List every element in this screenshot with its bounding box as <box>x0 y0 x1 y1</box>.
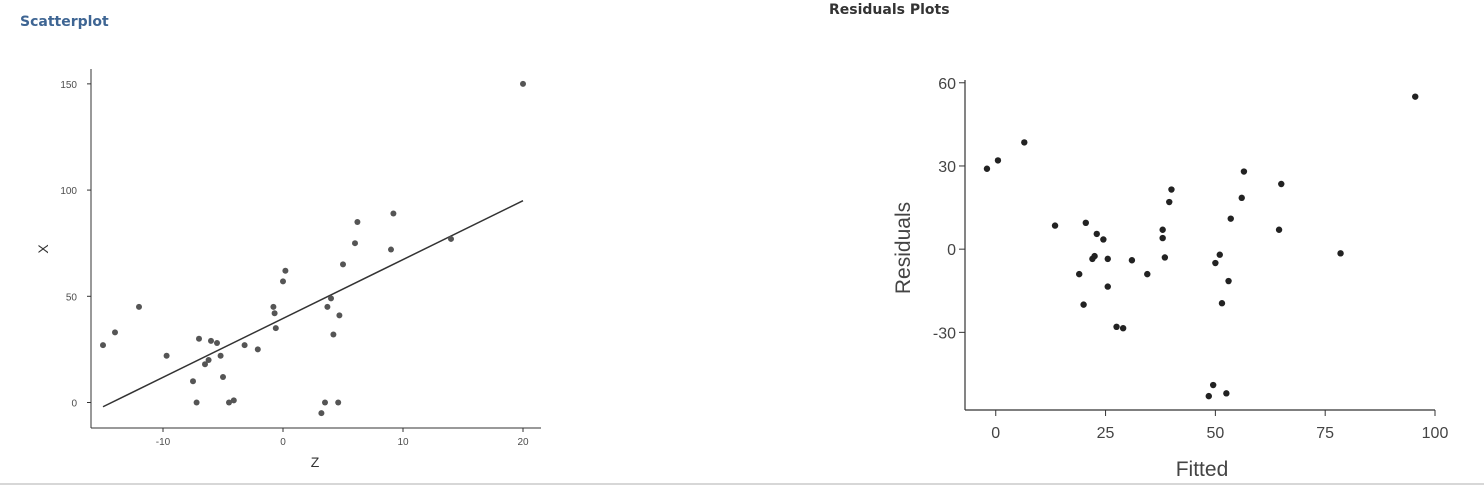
y-tick-label: 60 <box>938 76 956 93</box>
data-point <box>448 235 454 242</box>
x-axis-label: Z <box>311 454 320 470</box>
data-point <box>324 303 331 310</box>
y-tick-label: 50 <box>66 292 78 303</box>
data-point <box>1275 226 1283 233</box>
data-point <box>1209 381 1217 389</box>
data-point <box>1113 323 1120 331</box>
data-point <box>1223 390 1230 397</box>
data-point <box>220 374 226 381</box>
data-point <box>994 157 1002 164</box>
scatterplot-chart: -10 0 10 20 0 50 100 150 Z X <box>35 69 541 470</box>
data-point <box>112 329 118 336</box>
data-point <box>328 295 334 302</box>
data-point <box>271 310 278 317</box>
data-point <box>1128 257 1136 264</box>
data-point <box>214 340 220 347</box>
data-point <box>230 397 237 404</box>
data-point <box>1240 168 1248 175</box>
data-point <box>322 399 328 406</box>
scatterplot-heading: Scatterplot <box>20 14 109 30</box>
x-tick-label: 25 <box>1097 425 1115 442</box>
data-point <box>1076 270 1083 278</box>
data-point <box>388 246 394 253</box>
data-point <box>1278 180 1285 188</box>
data-point <box>1080 301 1087 308</box>
data-point <box>390 210 397 217</box>
data-point <box>163 352 170 359</box>
x-axis-label: Fitted <box>1176 458 1229 481</box>
y-tick-label: 0 <box>71 399 77 410</box>
data-point <box>1225 277 1232 285</box>
data-point <box>193 399 200 406</box>
data-point <box>1161 254 1169 261</box>
data-point <box>190 378 196 385</box>
data-point <box>354 218 361 225</box>
y-tick-label: 30 <box>938 159 956 176</box>
x-tick-label: 75 <box>1316 425 1334 442</box>
y-tick-label: 150 <box>60 80 77 91</box>
y-tick-label: 100 <box>60 186 77 197</box>
data-point <box>336 312 343 319</box>
data-point <box>196 335 202 342</box>
data-point <box>226 399 232 406</box>
y-axis-label: Residuals <box>892 202 915 294</box>
data-point <box>1205 392 1212 400</box>
data-point <box>241 342 248 349</box>
data-point <box>330 331 337 338</box>
data-point <box>1238 194 1245 202</box>
data-point <box>136 303 142 310</box>
data-point <box>1168 186 1175 193</box>
data-point <box>1119 324 1127 332</box>
residuals-chart: 0 25 50 75 100 -30 0 30 60 Fitted Residuals <box>892 76 1449 481</box>
data-point <box>1100 236 1107 243</box>
data-point <box>1166 198 1173 206</box>
data-point <box>1212 259 1219 267</box>
data-point <box>520 80 526 87</box>
data-point <box>1082 219 1089 227</box>
y-axis-label: X <box>35 244 51 254</box>
x-tick-label: 0 <box>280 437 286 448</box>
data-point <box>318 410 325 417</box>
x-tick-label: -10 <box>156 437 171 448</box>
data-point <box>1227 215 1234 222</box>
data-point <box>1337 250 1344 257</box>
x-tick-label: 20 <box>517 437 529 448</box>
data-point <box>1091 252 1098 260</box>
y-tick-label: 0 <box>947 242 956 259</box>
data-point <box>1216 251 1223 258</box>
data-point <box>208 337 214 344</box>
data-point <box>983 165 991 172</box>
data-point <box>205 357 212 364</box>
data-point <box>254 346 261 353</box>
data-point <box>217 352 224 359</box>
y-tick-label: -30 <box>933 325 956 342</box>
data-point <box>100 342 106 349</box>
data-point <box>1144 270 1151 278</box>
x-tick-label: 10 <box>397 437 409 448</box>
data-point <box>1051 222 1059 229</box>
data-point <box>1021 139 1028 146</box>
x-tick-label: 50 <box>1206 425 1224 442</box>
regression-line <box>102 200 524 408</box>
residuals-plots-heading: Residuals Plots <box>829 2 950 18</box>
data-point <box>270 303 277 310</box>
data-point <box>282 267 289 274</box>
bottom-divider <box>0 483 1484 485</box>
data-point <box>1159 234 1166 242</box>
data-point <box>280 278 286 285</box>
data-point <box>1412 93 1419 100</box>
data-point <box>1104 255 1111 263</box>
x-tick-label: 0 <box>991 425 1000 442</box>
data-point <box>1093 230 1100 238</box>
data-point <box>202 361 208 368</box>
data-point <box>1104 283 1111 290</box>
data-point <box>335 399 342 406</box>
data-point <box>1159 226 1166 233</box>
data-point <box>272 325 279 332</box>
data-point <box>1218 300 1226 307</box>
data-point <box>352 240 358 247</box>
data-point <box>340 261 346 268</box>
x-tick-label: 100 <box>1422 425 1449 442</box>
